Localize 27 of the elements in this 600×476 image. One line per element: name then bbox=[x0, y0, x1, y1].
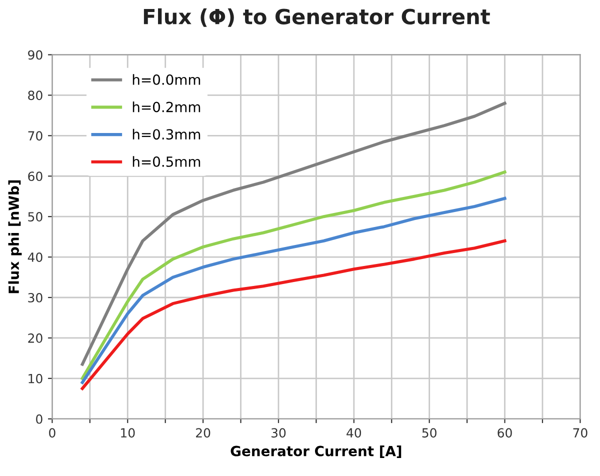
y-tick-label: 60 bbox=[28, 172, 42, 182]
x-tick-label: 20 bbox=[196, 428, 210, 438]
x-tick-label: 30 bbox=[271, 428, 286, 438]
legend-label: h=0.2mm bbox=[132, 102, 200, 112]
y-tick-label: 90 bbox=[28, 50, 42, 60]
x-tick-label: 40 bbox=[346, 428, 362, 438]
line-series bbox=[80, 239, 506, 390]
legend-label: h=0.3mm bbox=[132, 128, 200, 140]
y-tick-label: 80 bbox=[28, 90, 42, 100]
y-tick-label: 20 bbox=[28, 333, 42, 343]
y-tick-label: 70 bbox=[28, 131, 42, 141]
legend-label: h=0.5mm bbox=[132, 156, 200, 167]
x-tick-label: 50 bbox=[422, 428, 436, 438]
y-tick-label: 0 bbox=[36, 414, 42, 424]
line-series bbox=[80, 102, 506, 366]
y-tick-label: 40 bbox=[28, 252, 42, 262]
x-tick-label: 10 bbox=[121, 428, 135, 438]
y-tick-label: 10 bbox=[28, 374, 42, 384]
x-tick-label: 60 bbox=[498, 428, 512, 438]
x-tick-label: 70 bbox=[573, 428, 588, 438]
y-tick-label: 50 bbox=[28, 212, 42, 222]
x-tick-label: 0 bbox=[49, 428, 56, 438]
legend-label: h=0.0mm bbox=[132, 74, 200, 85]
x-axis-title: Generator Current [A] bbox=[230, 446, 402, 458]
y-axis-title: Flux phi [nWb] bbox=[8, 180, 22, 294]
y-tick-label: 30 bbox=[28, 292, 42, 302]
chart-title: Flux (Φ) to Generator Current bbox=[144, 8, 490, 27]
